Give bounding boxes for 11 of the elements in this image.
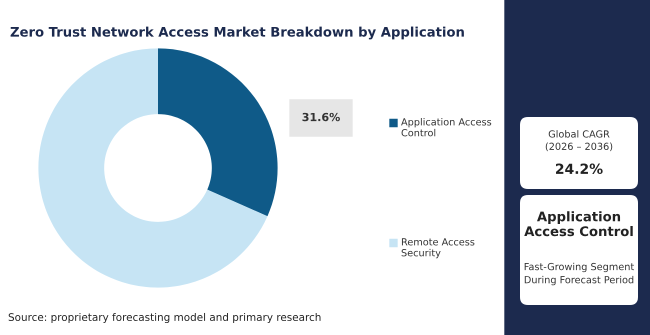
chart-title: Zero Trust Network Access Market Breakdown by Application: [10, 26, 464, 40]
text: Application Access Control: [524, 211, 633, 236]
source-note: Source: proprietary forecasting model and primary research: [8, 312, 320, 324]
text: Global CAGR (2026 – 2036): [546, 130, 612, 152]
donut-slice: [158, 48, 278, 216]
legend-label: Remote Access Security: [402, 238, 474, 258]
text: 24.2%: [556, 164, 603, 174]
donut-slice: [38, 48, 268, 288]
legend-label: Application Access Control: [401, 118, 492, 136]
text: Fast-Growing Segment During Forecast Period: [524, 262, 634, 286]
data-label: 31.6%: [302, 112, 340, 122]
